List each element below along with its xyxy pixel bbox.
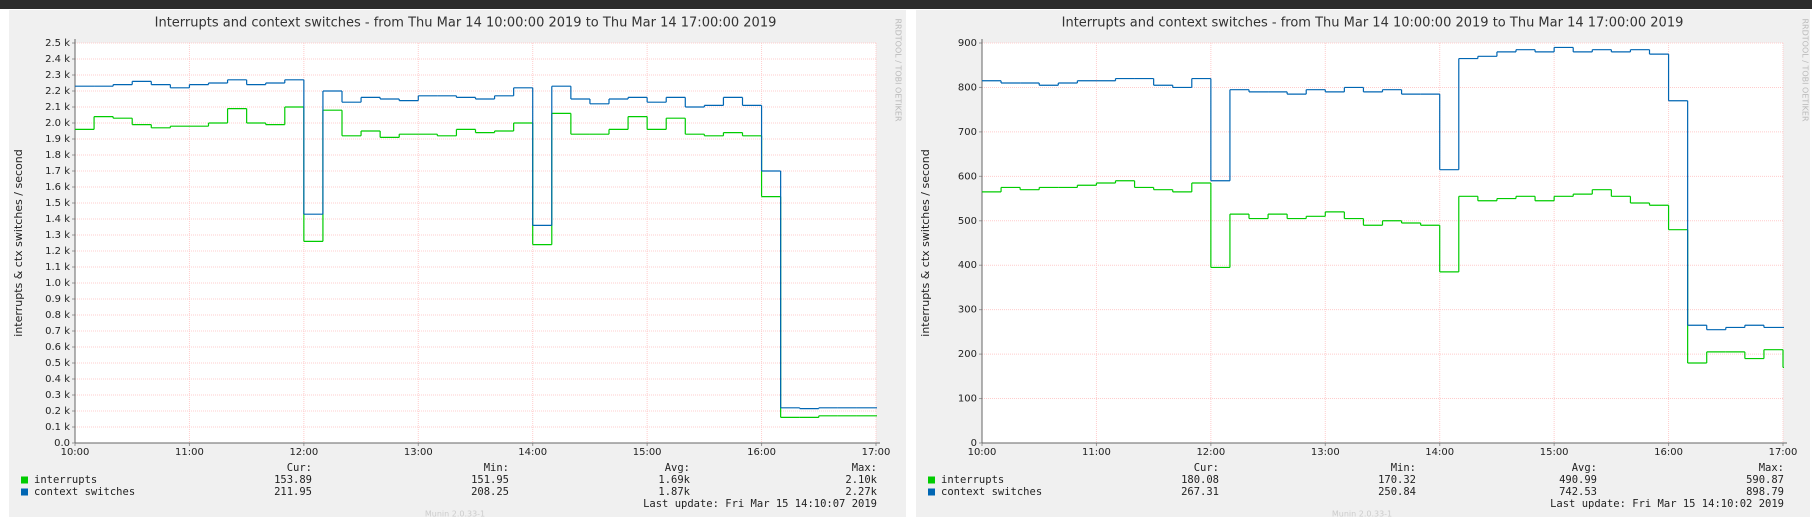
y-tick-label: 1.1 k: [45, 262, 70, 273]
x-tick-label: 16:00: [747, 447, 776, 458]
side-text: RRDTOOL / TOBI OETIKER: [1801, 18, 1810, 121]
y-axis-label: interrupts & ctx switches / second: [12, 149, 25, 336]
legend-stat: 1.87k: [658, 486, 690, 498]
y-tick-label: 1.9 k: [45, 134, 70, 145]
y-tick-label: 700: [958, 127, 977, 138]
y-tick-label: 1.6 k: [45, 182, 70, 193]
y-tick-label: 2.5 k: [45, 38, 70, 49]
y-tick-label: 2.3 k: [45, 70, 70, 81]
legend-stat: 1.69k: [658, 474, 690, 486]
y-tick-label: 1.3 k: [45, 230, 70, 241]
footer: Munin 2.0.33-1: [1332, 510, 1392, 517]
legend-stat: 180.08: [1181, 474, 1219, 486]
x-tick-label: 13:00: [1311, 447, 1340, 458]
plot-area: [982, 43, 1783, 443]
legend-stat: 490.99: [1559, 474, 1597, 486]
y-tick-label: 0.2 k: [45, 406, 70, 417]
y-axis-label: interrupts & ctx switches / second: [919, 149, 932, 336]
legend-stat: 898.79: [1746, 486, 1784, 498]
stats-header: Max:: [852, 462, 877, 474]
last-update: Last update: Fri Mar 15 14:10:02 2019: [1550, 498, 1784, 510]
stats-header: Max:: [1759, 462, 1784, 474]
x-tick-label: 12:00: [289, 447, 318, 458]
legend-stat: 170.32: [1378, 474, 1416, 486]
y-tick-label: 0.8 k: [45, 310, 70, 321]
y-tick-label: 0.3 k: [45, 390, 70, 401]
y-tick-label: 1.2 k: [45, 246, 70, 257]
x-tick-label: 15:00: [1540, 447, 1569, 458]
stats-header: Min:: [1391, 462, 1416, 474]
legend-swatch: [928, 488, 935, 496]
legend-stat: 742.53: [1559, 486, 1597, 498]
x-tick-label: 13:00: [404, 447, 433, 458]
legend-label: interrupts: [34, 474, 97, 486]
legend-label: context switches: [941, 486, 1042, 498]
y-tick-label: 600: [958, 171, 977, 182]
y-tick-label: 0.4 k: [45, 374, 70, 385]
stats-header: Cur:: [287, 462, 312, 474]
x-tick-label: 14:00: [1425, 447, 1454, 458]
x-tick-label: 10:00: [968, 447, 997, 458]
legend-stat: 151.95: [471, 474, 509, 486]
last-update: Last update: Fri Mar 15 14:10:07 2019: [643, 498, 877, 510]
y-tick-label: 100: [958, 394, 977, 405]
x-tick-label: 17:00: [1769, 447, 1798, 458]
y-tick-label: 2.1 k: [45, 102, 70, 113]
stats-header: Avg:: [1572, 462, 1597, 474]
y-tick-label: 800: [958, 82, 977, 93]
y-tick-label: 900: [958, 38, 977, 49]
chart-title: Interrupts and context switches - from T…: [1062, 16, 1684, 31]
x-tick-label: 10:00: [61, 447, 90, 458]
y-tick-label: 1.4 k: [45, 214, 70, 225]
footer: Munin 2.0.33-1: [425, 510, 485, 517]
plot-area: [75, 43, 876, 443]
legend-stat: 267.31: [1181, 486, 1219, 498]
x-tick-label: 16:00: [1654, 447, 1683, 458]
x-tick-label: 17:00: [862, 447, 891, 458]
legend-stat: 208.25: [471, 486, 509, 498]
x-tick-label: 11:00: [175, 447, 204, 458]
y-tick-label: 200: [958, 349, 977, 360]
x-tick-label: 14:00: [518, 447, 547, 458]
legend-stat: 250.84: [1378, 486, 1416, 498]
legend-swatch: [21, 476, 28, 484]
legend-stat: 211.95: [274, 486, 312, 498]
y-tick-label: 0.6 k: [45, 342, 70, 353]
y-tick-label: 0.9 k: [45, 294, 70, 305]
y-tick-label: 2.0 k: [45, 118, 70, 129]
y-tick-label: 300: [958, 305, 977, 316]
y-tick-label: 0.1 k: [45, 422, 70, 433]
y-tick-label: 0.7 k: [45, 326, 70, 337]
legend-swatch: [21, 488, 28, 496]
chart-title: Interrupts and context switches - from T…: [155, 16, 777, 31]
x-tick-label: 11:00: [1082, 447, 1111, 458]
y-tick-label: 500: [958, 216, 977, 227]
y-tick-label: 1.8 k: [45, 150, 70, 161]
stats-header: Cur:: [1194, 462, 1219, 474]
legend-stat: 2.27k: [845, 486, 877, 498]
legend-label: interrupts: [941, 474, 1004, 486]
y-tick-label: 1.0 k: [45, 278, 70, 289]
legend-swatch: [928, 476, 935, 484]
x-tick-label: 12:00: [1196, 447, 1225, 458]
y-tick-label: 1.5 k: [45, 198, 70, 209]
y-tick-label: 0.5 k: [45, 358, 70, 369]
y-tick-label: 2.2 k: [45, 86, 70, 97]
y-tick-label: 2.4 k: [45, 54, 70, 65]
y-tick-label: 0: [971, 438, 977, 449]
stats-header: Min:: [484, 462, 509, 474]
y-tick-label: 1.7 k: [45, 166, 70, 177]
y-tick-label: 0.0: [54, 438, 70, 449]
legend-label: context switches: [34, 486, 135, 498]
side-text: RRDTOOL / TOBI OETIKER: [894, 18, 903, 121]
y-tick-label: 400: [958, 260, 977, 271]
x-tick-label: 15:00: [633, 447, 662, 458]
legend-stat: 153.89: [274, 474, 312, 486]
stats-header: Avg:: [665, 462, 690, 474]
legend-stat: 2.10k: [845, 474, 877, 486]
top-bar: [0, 0, 1812, 9]
legend-stat: 590.87: [1746, 474, 1784, 486]
